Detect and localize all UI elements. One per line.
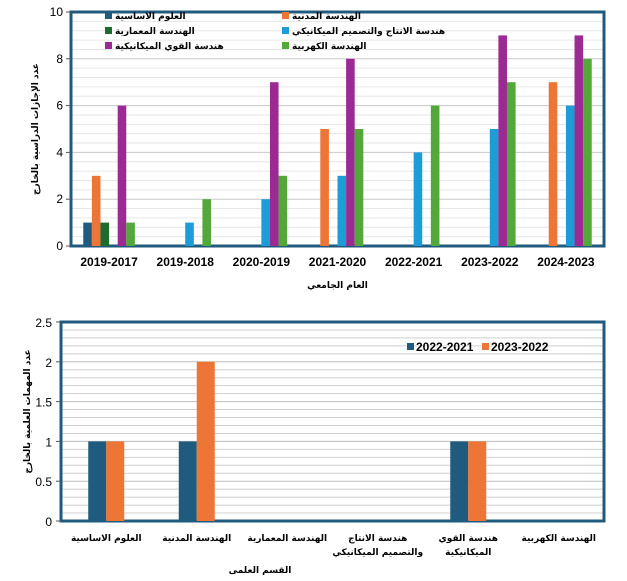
legend-swatch xyxy=(105,12,112,19)
bar xyxy=(261,199,270,246)
bar xyxy=(450,441,469,521)
y-tick-label: 2 xyxy=(45,356,52,370)
x-tick-label: 2023-2022 xyxy=(461,255,519,269)
x-tick-label: 2019-2017 xyxy=(80,255,138,269)
bar xyxy=(185,222,194,246)
y-tick-label: 1.5 xyxy=(35,396,52,410)
bar xyxy=(574,35,584,247)
y-axis-title: عدد الإجازات الدراسية بالخارج xyxy=(31,63,41,195)
bar xyxy=(320,129,329,246)
legend-label: الهندسة المدنية xyxy=(292,12,361,22)
y-tick-label: 8 xyxy=(56,52,63,66)
legend-label: هندسة القوي الميكانيكية xyxy=(115,42,224,52)
x-tick-label: 2020-2019 xyxy=(233,255,291,269)
bar xyxy=(269,82,279,246)
bar xyxy=(498,35,507,247)
bar xyxy=(430,105,440,246)
y-tick-label: 10 xyxy=(50,5,64,19)
legend-label: العلوم الاساسية xyxy=(115,12,186,22)
x-tick-label: الهندسة الكهربية xyxy=(522,534,596,544)
bar xyxy=(565,105,575,246)
legend-label: الهندسة الكهربية xyxy=(292,42,366,52)
y-tick-label: 2.5 xyxy=(35,316,52,330)
plot-frame xyxy=(59,320,606,523)
y-tick-label: 2 xyxy=(56,192,63,206)
chart-study-leaves: 0 2 4 6 8 10 2019-2017 2019-2018 2020-2019 2021-2… xyxy=(31,5,606,291)
y-tick-label: 0 xyxy=(45,515,52,529)
x-tick-label: الميكانيكية xyxy=(445,548,491,558)
bar xyxy=(91,175,101,246)
x-tick-label: العلوم الاساسية xyxy=(71,534,142,544)
bar xyxy=(117,105,127,246)
y-tick-label: 4 xyxy=(56,145,63,159)
y-tick-label: 0.5 xyxy=(35,475,52,489)
bar xyxy=(506,82,516,246)
x-tick-label: 2024-2023 xyxy=(537,255,595,269)
bar xyxy=(100,222,110,246)
x-tick-label: 2021-2020 xyxy=(309,255,367,269)
x-tick-label: 2022-2021 xyxy=(385,255,443,269)
x-axis-title: القسم العلمى xyxy=(229,566,292,576)
legend-swatch xyxy=(105,27,112,34)
x-tick-label: 2019-2018 xyxy=(157,255,215,269)
bar xyxy=(337,175,347,246)
bar xyxy=(278,175,288,246)
legend-swatch xyxy=(282,42,289,49)
x-tick-label: هندسة الانتاج xyxy=(348,534,407,544)
bar xyxy=(548,82,558,246)
bar xyxy=(583,58,592,246)
bar xyxy=(196,361,215,521)
bar xyxy=(202,199,212,246)
legend-label: 2023-2022 xyxy=(491,340,549,354)
legend-swatch xyxy=(282,27,289,34)
y-tick-label: 6 xyxy=(56,99,63,113)
x-tick-label: والتصميم الميكانيكي xyxy=(332,548,423,558)
x-tick-label: هندسة القوي xyxy=(439,534,498,544)
bar xyxy=(106,441,125,521)
bar xyxy=(489,129,499,246)
x-axis-title: العام الجامعي xyxy=(307,281,368,291)
legend-swatch xyxy=(407,343,414,350)
legend-swatch xyxy=(282,12,289,19)
bar xyxy=(354,129,364,246)
y-tick-label: 1 xyxy=(45,435,52,449)
bar xyxy=(83,222,92,246)
x-tick-label: الهندسة المعمارية xyxy=(247,534,327,544)
bar xyxy=(126,222,135,246)
legend-label: هندسة الانتاج والتصميم الميكانيكي xyxy=(292,27,445,37)
legend-swatch xyxy=(105,42,112,49)
bar xyxy=(346,58,355,246)
y-axis-title: عدد المهمات العلمية بالخارج xyxy=(23,349,33,473)
y-tick-label: 0 xyxy=(56,239,63,253)
legend-swatch xyxy=(482,343,489,350)
legend-label: 2022-2021 xyxy=(416,340,474,354)
bar xyxy=(88,441,107,521)
bar xyxy=(178,441,197,521)
legend-label: الهندسة المعمارية xyxy=(115,27,195,37)
bar xyxy=(413,152,423,246)
bar xyxy=(468,441,487,521)
x-tick-label: الهندسة المدنية xyxy=(162,534,231,544)
